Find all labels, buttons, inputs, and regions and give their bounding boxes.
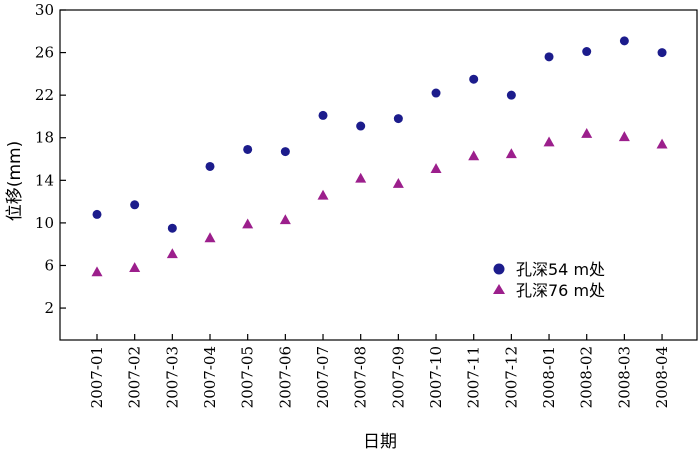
y-axis-title: 位移(mm)	[5, 141, 25, 221]
point-series-2	[166, 248, 178, 259]
y-tick-label: 18	[35, 129, 54, 147]
point-series-2	[543, 136, 555, 147]
x-tick-label: 2007-06	[276, 346, 294, 408]
data-points	[91, 36, 668, 277]
point-series-2	[505, 148, 517, 159]
point-series-2	[430, 163, 442, 174]
x-tick-label: 2008-02	[578, 346, 596, 408]
x-tick-label: 2007-07	[314, 346, 332, 408]
x-tick-label: 2008-01	[540, 346, 558, 408]
point-series-1	[130, 200, 140, 210]
x-tick-label: 2008-04	[653, 346, 671, 408]
point-series-1	[544, 52, 554, 62]
point-series-2	[317, 189, 329, 200]
x-tick-label: 2007-02	[126, 346, 144, 408]
point-series-1	[243, 144, 253, 154]
point-series-2	[581, 127, 593, 138]
x-tick-label: 2007-04	[201, 346, 219, 408]
x-tick-label: 2007-11	[465, 346, 483, 408]
point-series-2	[656, 138, 668, 149]
point-series-2	[91, 266, 103, 277]
point-series-2	[355, 172, 367, 183]
legend-marker-series-2	[493, 284, 505, 294]
point-series-2	[468, 150, 480, 161]
point-series-1	[657, 48, 667, 58]
x-axis-title: 日期	[363, 432, 397, 452]
point-series-2	[392, 178, 404, 188]
point-series-2	[242, 218, 254, 229]
y-tick-label: 2	[44, 299, 54, 317]
point-series-1	[92, 209, 102, 219]
y-tick-label: 6	[44, 256, 54, 274]
y-tick-label: 10	[35, 214, 54, 232]
x-tick-label: 2007-08	[352, 346, 370, 408]
x-tick-label: 2007-12	[502, 346, 520, 408]
y-tick-label: 26	[35, 44, 54, 62]
point-series-1	[318, 110, 328, 120]
point-series-1	[205, 161, 215, 171]
point-series-1	[393, 114, 403, 124]
x-tick-label: 2007-10	[427, 346, 445, 408]
y-tick-label: 30	[35, 1, 54, 19]
point-series-1	[582, 47, 592, 57]
point-series-2	[279, 214, 291, 225]
x-tick-label: 2008-03	[615, 346, 633, 408]
y-tick-label: 22	[35, 86, 54, 104]
y-tick-label: 14	[35, 171, 54, 189]
point-series-1	[506, 90, 516, 100]
point-series-1	[167, 223, 177, 233]
point-series-1	[619, 36, 629, 46]
plot-frame	[59, 9, 698, 341]
x-tick-label: 2007-05	[239, 346, 257, 408]
legend: 孔深54 m处 孔深76 m处	[493, 260, 605, 300]
x-tick-label: 2007-01	[88, 346, 106, 408]
legend-marker-series-1	[493, 263, 505, 275]
point-series-1	[356, 121, 366, 131]
point-series-2	[618, 131, 630, 142]
x-tick-label: 2007-09	[389, 346, 407, 408]
point-series-2	[204, 232, 216, 243]
point-series-1	[431, 88, 441, 98]
point-series-1	[469, 74, 479, 84]
axes	[59, 9, 698, 341]
x-axis-ticks: 2007-01 2007-02 2007-03 2007-04 2007-05 2007-…	[88, 334, 671, 408]
point-series-2	[129, 262, 141, 273]
point-series-1	[280, 147, 290, 157]
legend-label-series-1: 孔深54 m处	[516, 260, 605, 279]
x-tick-label: 2007-03	[163, 346, 181, 408]
legend-label-series-2: 孔深76 m处	[516, 281, 605, 300]
